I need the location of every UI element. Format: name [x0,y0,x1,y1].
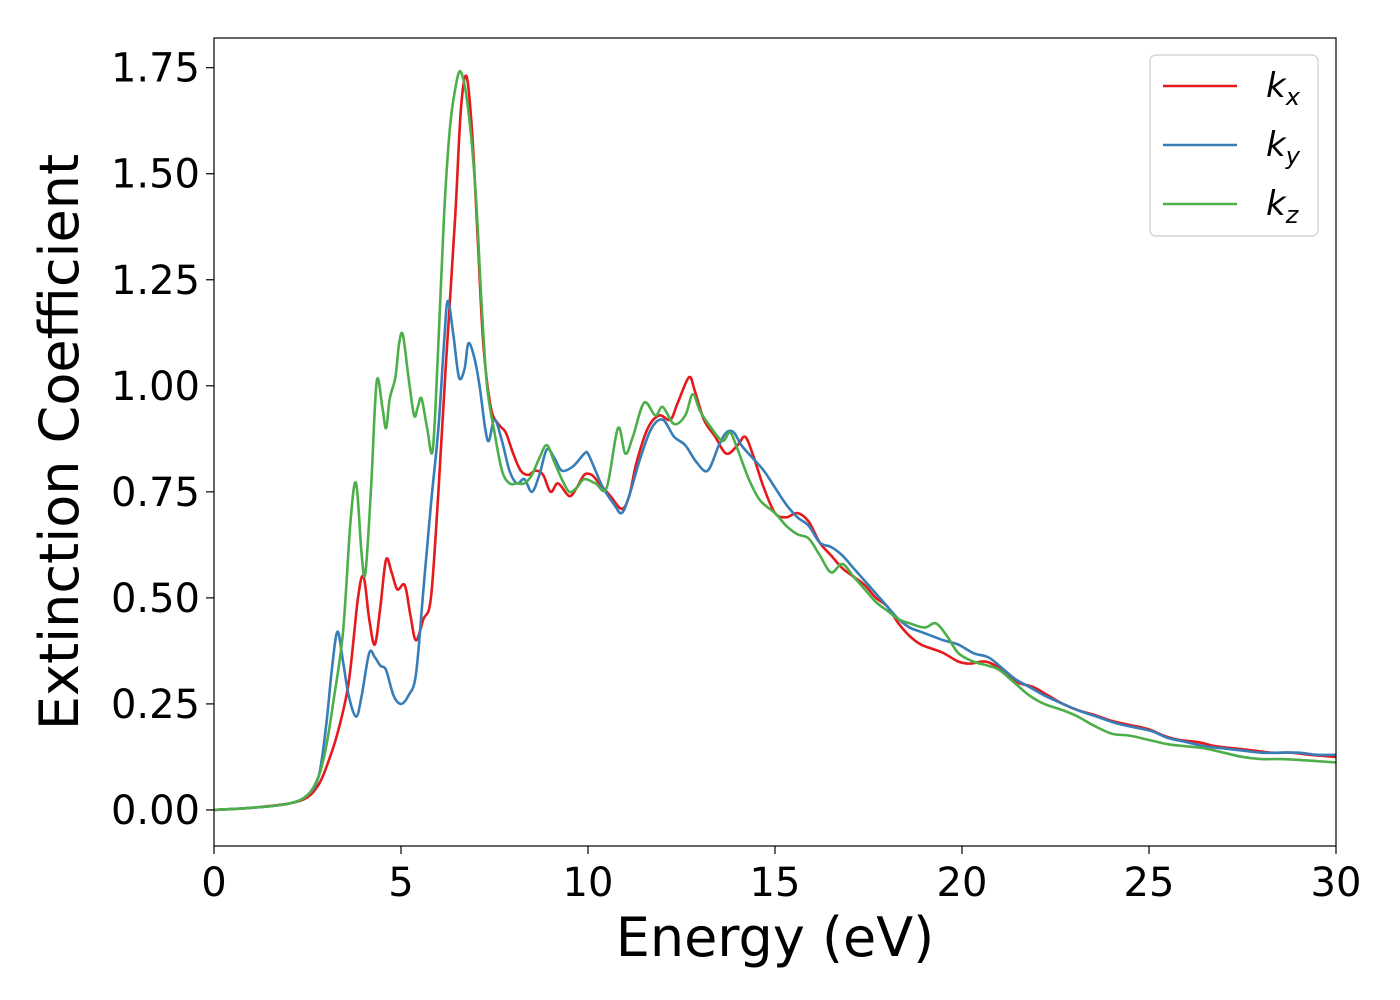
x-tick-label: 10 [563,860,614,906]
x-axis-label: Energy (eV) [616,906,935,969]
y-tick-label: 0.00 [111,788,200,834]
y-tick-label: 1.00 [111,364,200,410]
x-tick-label: 20 [937,860,988,906]
series-line-kx [213,74,1337,812]
y-tick-label: 0.50 [111,576,200,622]
y-ticks: 0.00 0.25 0.50 0.75 1.00 1.25 1.50 1.75 [111,46,214,834]
plot-area [214,38,1336,846]
x-tick-label: 15 [750,860,801,906]
x-tick-label: 30 [1311,860,1362,906]
y-tick-label: 0.75 [111,470,200,516]
x-tick-label: 5 [388,860,413,906]
legend-label-ky: ky [1266,125,1301,170]
series-line-kz [213,69,1337,812]
y-axis-label: Extinction Coefficient [28,154,91,730]
y-tick-label: 1.75 [111,46,200,92]
y-tick-label: 0.25 [111,682,200,728]
y-tick-label: 1.50 [111,152,200,198]
x-ticks: 0 5 10 15 20 25 30 [201,846,1361,906]
y-tick-label: 1.25 [111,258,200,304]
series-line-ky [213,299,1337,812]
x-tick-label: 25 [1124,860,1175,906]
x-tick-label: 0 [201,860,226,906]
series-layer [213,69,1337,812]
